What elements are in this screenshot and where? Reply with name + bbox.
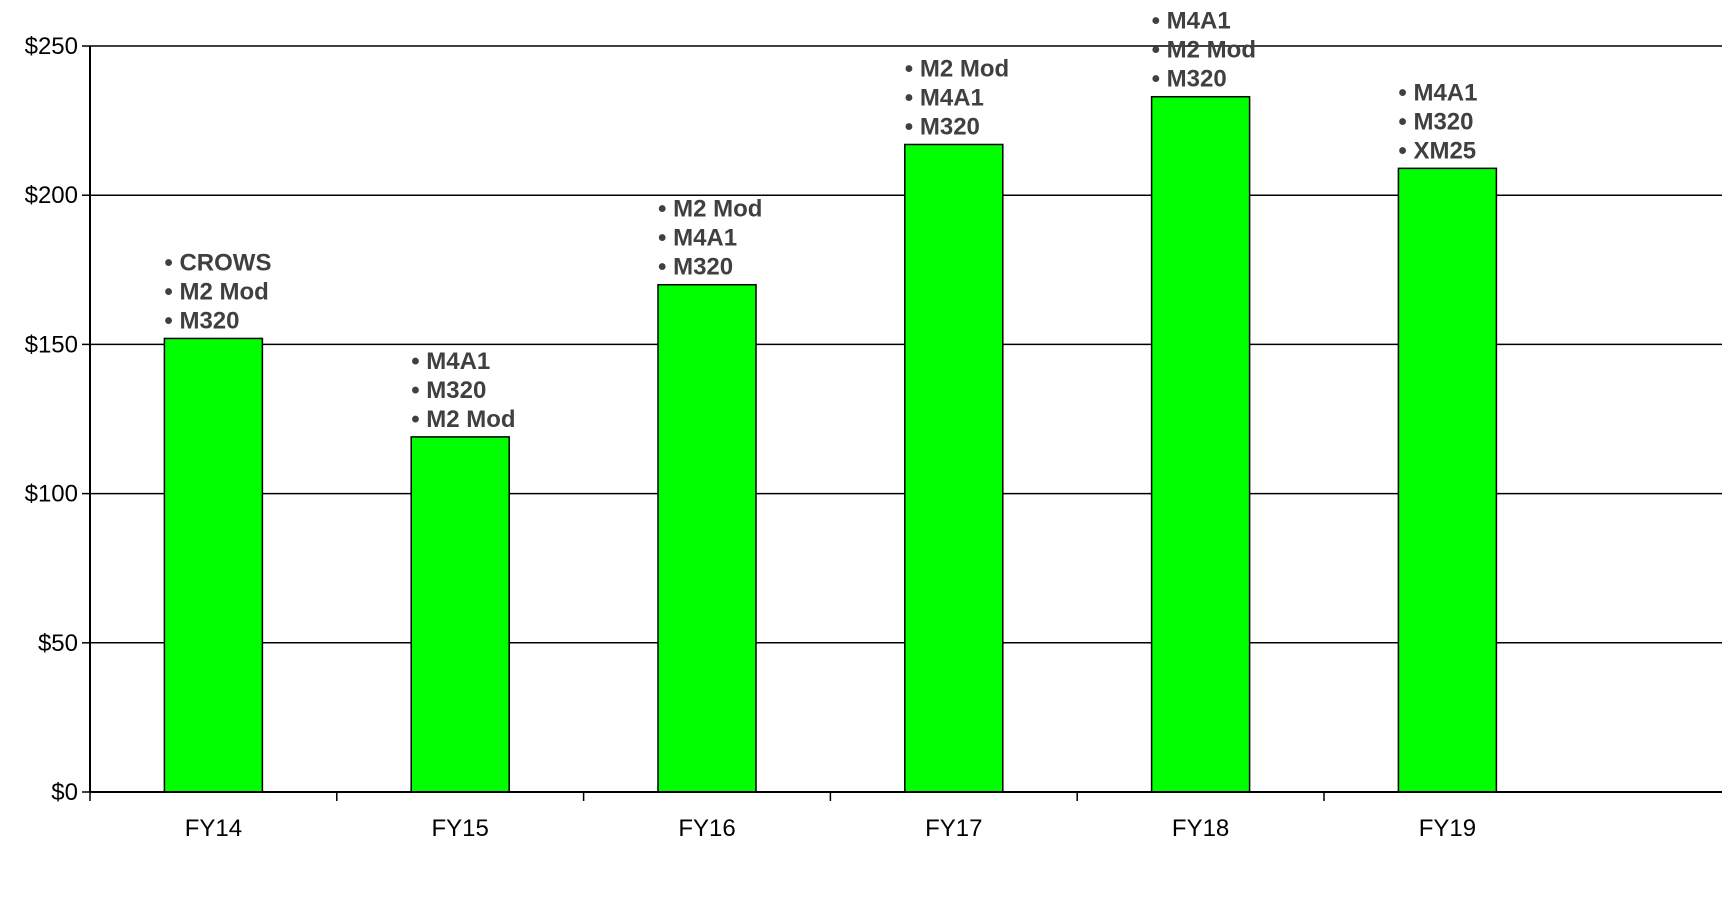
- x-tick-label: FY17: [925, 815, 982, 842]
- bar-fy19: [1397, 167, 1498, 793]
- bar-annotation-line: • M4A1: [905, 84, 984, 111]
- bar-annotation-line: • M320: [1398, 108, 1473, 135]
- bar-annotation-line: • M4A1: [1398, 79, 1477, 106]
- bar-annotation-line: • M4A1: [1152, 8, 1231, 35]
- bar-annotation-line: • M2 Mod: [411, 406, 515, 433]
- x-tick-label: FY16: [678, 815, 735, 842]
- bar-annotation-line: • M2 Mod: [905, 55, 1009, 82]
- bar-annotation-line: • M320: [164, 307, 239, 334]
- bar-annotation-line: • M4A1: [658, 225, 737, 252]
- bar-fy14: [163, 337, 264, 793]
- bar-annotation-line: • XM25: [1398, 137, 1476, 164]
- x-tick-label: FY14: [185, 815, 242, 842]
- bar-annotation-line: • M2 Mod: [658, 196, 762, 223]
- bar-fy16: [657, 283, 757, 793]
- bar-fy15: [410, 436, 510, 793]
- bar-annotation-line: • M2 Mod: [164, 278, 268, 305]
- y-tick-label: $0: [51, 779, 78, 806]
- bar-annotation-line: • M320: [411, 377, 486, 404]
- y-tick-label: $50: [38, 630, 78, 657]
- bars: [163, 95, 1498, 793]
- axes: [82, 45, 1722, 801]
- bar-annotation-line: • M320: [1152, 66, 1227, 93]
- bar-fy18: [1150, 95, 1251, 793]
- bar-annotation-line: • M320: [905, 113, 980, 140]
- bar-annotation-line: • M320: [658, 254, 733, 281]
- y-tick-label: $100: [25, 481, 78, 508]
- bar-annotation-line: • CROWS: [164, 249, 271, 276]
- x-tick-label: FY19: [1419, 815, 1476, 842]
- bar-annotation-line: • M2 Mod: [1152, 37, 1256, 64]
- x-tick-label: FY18: [1172, 815, 1229, 842]
- y-tick-label: $200: [25, 182, 78, 209]
- x-tick-label: FY15: [432, 815, 489, 842]
- y-tick-label: $150: [25, 331, 78, 358]
- bar-annotation-line: • M4A1: [411, 348, 490, 375]
- bar-fy17: [904, 143, 1004, 793]
- y-tick-label: $250: [25, 33, 78, 60]
